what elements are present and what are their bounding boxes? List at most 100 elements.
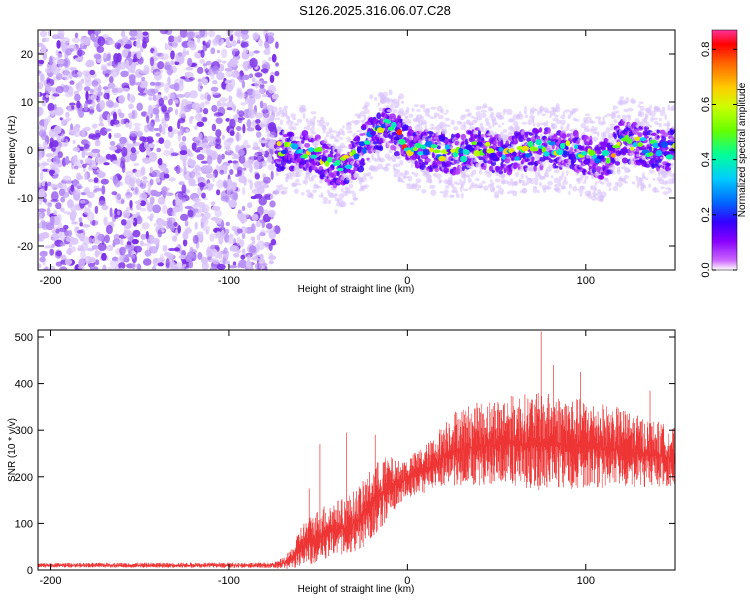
signal-halo xyxy=(495,185,502,189)
signal-halo xyxy=(475,111,482,118)
noise-blob xyxy=(50,191,59,202)
signal-core xyxy=(533,147,539,152)
signal-halo xyxy=(439,121,445,125)
signal-halo xyxy=(348,155,354,160)
noise-blob xyxy=(148,143,156,148)
signal-halo xyxy=(476,116,483,121)
signal-halo xyxy=(349,190,355,194)
noise-blob xyxy=(264,40,270,49)
signal-halo xyxy=(342,125,345,129)
noise-blob xyxy=(154,81,162,87)
signal-halo xyxy=(352,197,359,201)
noise-blob xyxy=(146,202,154,212)
signal-spread xyxy=(549,159,554,163)
noise-blob xyxy=(73,165,79,170)
y-tick-label: 400 xyxy=(15,379,33,391)
signal-halo xyxy=(638,101,644,105)
noise-blob xyxy=(79,199,86,204)
signal-halo xyxy=(506,108,513,116)
noise-blob xyxy=(134,125,141,132)
noise-blob xyxy=(163,251,171,257)
signal-halo xyxy=(433,112,440,117)
noise-blob xyxy=(65,48,72,56)
signal-core xyxy=(458,147,464,154)
signal-halo xyxy=(537,110,540,116)
signal-halo xyxy=(553,177,560,184)
noise-blob xyxy=(128,112,133,117)
noise-blob xyxy=(225,145,231,153)
noise-blob xyxy=(252,32,259,40)
signal-halo xyxy=(667,104,671,111)
noise-blob xyxy=(220,229,225,239)
noise-blob xyxy=(38,208,47,213)
noise-blob xyxy=(126,222,132,229)
signal-spread xyxy=(376,112,382,120)
signal-core xyxy=(574,144,578,149)
noise-blob xyxy=(170,152,179,157)
noise-blob xyxy=(108,76,114,84)
noise-blob xyxy=(57,151,63,159)
signal-halo xyxy=(630,99,637,104)
noise-blob xyxy=(261,108,269,114)
signal-halo xyxy=(531,116,535,122)
noise-blob xyxy=(122,209,131,219)
noise-blob xyxy=(130,254,136,259)
signal-halo xyxy=(588,190,592,195)
signal-halo xyxy=(625,97,630,104)
signal-halo xyxy=(544,110,552,114)
noise-blob xyxy=(38,106,44,116)
signal-core xyxy=(583,158,591,165)
signal-halo xyxy=(644,177,649,180)
noise-blob xyxy=(203,164,212,173)
noise-blob xyxy=(269,200,276,208)
signal-halo xyxy=(445,184,450,189)
signal-halo xyxy=(539,134,544,137)
noise-blob xyxy=(178,254,187,259)
noise-blob xyxy=(130,147,136,154)
noise-blob xyxy=(39,256,46,263)
noise-blob xyxy=(185,66,194,71)
noise-blob xyxy=(69,67,77,71)
noise-blob xyxy=(262,150,266,155)
noise-blob xyxy=(200,49,205,58)
signal-halo xyxy=(402,175,409,179)
signal-halo xyxy=(488,108,494,112)
noise-blob xyxy=(261,263,268,267)
colorbar-tick-label: 0.2 xyxy=(700,207,712,222)
noise-blob xyxy=(214,244,220,250)
signal-core xyxy=(310,154,318,159)
signal-halo xyxy=(509,125,514,132)
signal-halo xyxy=(354,119,361,124)
noise-blob xyxy=(109,260,117,267)
snr-y-ticks: 0 100 200 300 400 500 xyxy=(15,332,675,577)
noise-blob xyxy=(232,50,236,56)
noise-blob xyxy=(65,236,75,243)
signal-halo xyxy=(439,179,443,183)
signal-core xyxy=(450,148,456,153)
signal-halo xyxy=(521,188,528,194)
noise-blob xyxy=(63,224,69,230)
signal-halo xyxy=(430,123,435,127)
noise-blob xyxy=(157,229,163,238)
y-tick-label: 100 xyxy=(15,518,33,530)
noise-blob xyxy=(167,98,173,106)
signal-halo xyxy=(283,187,289,190)
signal-halo xyxy=(392,109,398,114)
noise-blob xyxy=(85,71,89,78)
noise-blob xyxy=(166,67,174,75)
noise-blob xyxy=(118,262,126,270)
signal-halo xyxy=(321,127,327,131)
noise-blob xyxy=(225,221,230,227)
signal-halo xyxy=(441,129,447,133)
noise-blob xyxy=(94,129,101,140)
noise-blob xyxy=(116,142,125,149)
signal-halo xyxy=(525,175,528,179)
noise-blob xyxy=(59,266,68,270)
noise-blob xyxy=(125,194,131,200)
noise-blob xyxy=(238,110,245,117)
noise-blob xyxy=(231,40,237,47)
noise-blob xyxy=(47,102,55,112)
signal-core xyxy=(541,146,547,153)
signal-spread xyxy=(467,130,472,134)
noise-blob xyxy=(237,209,242,214)
